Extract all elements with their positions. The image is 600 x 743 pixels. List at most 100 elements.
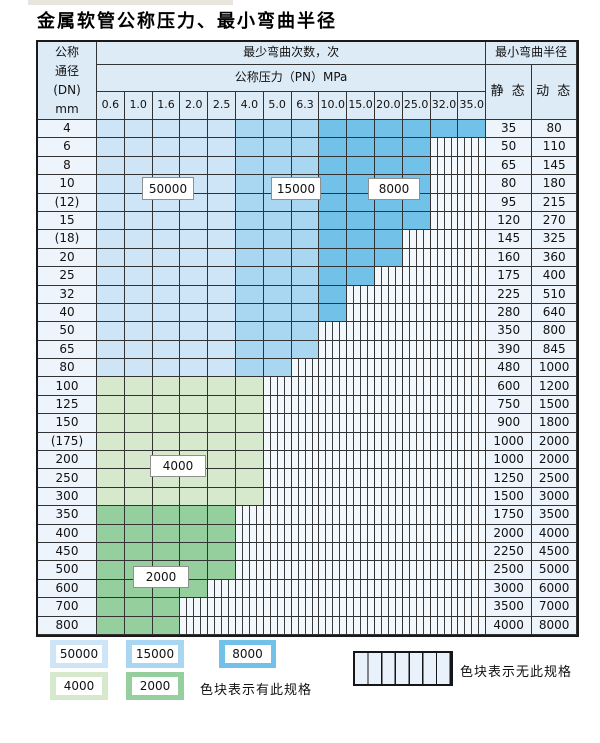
pressure-col-header: 0.6 xyxy=(97,92,125,120)
spec-cell xyxy=(263,322,292,341)
dynamic-radius-cell: 1800 xyxy=(532,414,578,433)
spec-cell xyxy=(291,230,320,249)
spec-cell xyxy=(208,211,236,231)
dynamic-radius-cell: 800 xyxy=(532,322,578,341)
no-spec-cell xyxy=(374,303,403,323)
pressure-col-header: 5.0 xyxy=(263,92,292,120)
spec-cell xyxy=(124,506,153,525)
no-spec-cell xyxy=(374,616,403,635)
no-spec-cell xyxy=(263,395,292,415)
spec-cell xyxy=(235,303,264,323)
no-spec-cell xyxy=(402,451,431,470)
no-spec-cell xyxy=(291,395,320,415)
no-spec-cell xyxy=(402,616,431,635)
no-spec-cell xyxy=(430,248,459,268)
dynamic-radius-cell: 325 xyxy=(532,230,578,249)
dynamic-radius-cell: 1500 xyxy=(532,395,578,415)
no-spec-cell xyxy=(347,322,375,341)
spec-cell xyxy=(291,340,320,360)
no-spec-cell xyxy=(402,561,431,580)
spec-cell xyxy=(208,451,236,470)
no-spec-cell xyxy=(347,432,375,452)
no-spec-cell xyxy=(430,432,459,452)
no-spec-cell xyxy=(458,451,487,470)
spec-cell xyxy=(374,138,403,157)
spec-cell xyxy=(124,487,153,507)
spec-cell xyxy=(152,542,181,562)
spec-cell xyxy=(347,230,375,249)
spec-cell xyxy=(347,248,375,268)
no-spec-cell xyxy=(458,248,487,268)
spec-cell xyxy=(152,506,181,525)
spec-cell xyxy=(208,267,236,286)
static-radius-cell: 1000 xyxy=(486,451,533,470)
region-label-15000: 15000 xyxy=(271,177,321,200)
spec-cell xyxy=(208,561,236,580)
spec-cell xyxy=(124,542,153,562)
no-spec-cell xyxy=(291,359,320,378)
static-radius-cell: 280 xyxy=(486,303,533,323)
no-spec-cell xyxy=(291,451,320,470)
legend-swatch-8000-label: 8000 xyxy=(224,645,271,663)
no-spec-cell xyxy=(402,487,431,507)
spec-cell xyxy=(208,432,236,452)
static-radius-cell: 2250 xyxy=(486,542,533,562)
no-spec-cell xyxy=(458,303,487,323)
no-spec-cell xyxy=(319,598,348,617)
no-spec-cell xyxy=(374,469,403,488)
no-spec-cell xyxy=(374,542,403,562)
dynamic-radius-cell: 270 xyxy=(532,211,578,231)
spec-cell xyxy=(235,340,264,360)
static-radius-cell: 145 xyxy=(486,230,533,249)
no-spec-cell xyxy=(319,322,348,341)
spec-cell xyxy=(208,524,236,543)
static-radius-cell: 900 xyxy=(486,414,533,433)
no-spec-cell xyxy=(458,267,487,286)
spec-cell xyxy=(152,340,181,360)
spec-cell xyxy=(291,120,320,139)
no-spec-cell xyxy=(319,616,348,635)
spec-cell xyxy=(152,377,181,396)
static-radius-cell: 4000 xyxy=(486,616,533,635)
no-spec-cell xyxy=(347,561,375,580)
no-spec-cell xyxy=(402,248,431,268)
static-radius-cell: 3000 xyxy=(486,579,533,599)
no-spec-cell xyxy=(374,359,403,378)
spec-cell xyxy=(235,156,264,176)
no-spec-cell xyxy=(208,616,236,635)
spec-cell xyxy=(180,138,209,157)
spec-cell xyxy=(235,285,264,304)
spec-cell xyxy=(235,432,264,452)
spec-cell xyxy=(124,303,153,323)
no-spec-cell xyxy=(263,506,292,525)
spec-cell xyxy=(208,487,236,507)
static-radius-cell: 80 xyxy=(486,175,533,194)
no-spec-cell xyxy=(430,487,459,507)
dynamic-radius-cell: 360 xyxy=(532,248,578,268)
no-spec-cell xyxy=(374,451,403,470)
dynamic-radius-cell: 2500 xyxy=(532,469,578,488)
spec-cell xyxy=(347,120,375,139)
no-spec-cell xyxy=(291,561,320,580)
spec-cell xyxy=(180,340,209,360)
spec-cell xyxy=(319,193,348,212)
spec-cell xyxy=(180,285,209,304)
no-spec-cell xyxy=(402,432,431,452)
no-spec-cell xyxy=(208,579,236,599)
spec-cell xyxy=(263,267,292,286)
dynamic-radius-cell: 845 xyxy=(532,340,578,360)
no-spec-cell xyxy=(319,340,348,360)
static-radius-cell: 2500 xyxy=(486,561,533,580)
spec-cell xyxy=(180,156,209,176)
dn-cell: 800 xyxy=(38,616,97,635)
spec-cell xyxy=(97,303,125,323)
dynamic-radius-cell: 7000 xyxy=(532,598,578,617)
static-radius-cell: 1500 xyxy=(486,487,533,507)
no-spec-cell xyxy=(458,322,487,341)
no-spec-cell xyxy=(458,524,487,543)
no-spec-cell xyxy=(319,359,348,378)
spec-cell xyxy=(235,414,264,433)
dynamic-radius-cell: 6000 xyxy=(532,579,578,599)
static-radius-cell: 35 xyxy=(486,120,533,139)
dynamic-column-header: 动 态 xyxy=(532,65,578,120)
